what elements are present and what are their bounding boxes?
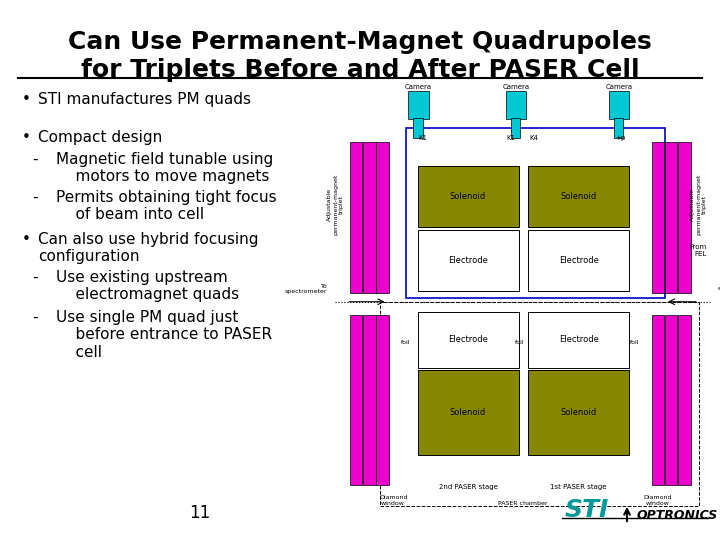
Text: Diamond
window: Diamond window [643,495,672,506]
Bar [665,143,678,293]
Bar [528,312,629,368]
Bar [408,91,428,119]
Bar [413,118,423,138]
Bar [418,166,518,227]
Text: Solenoid: Solenoid [450,408,486,417]
Text: Electrode: Electrode [448,335,488,345]
Text: 11: 11 [189,504,211,522]
Text: 2nd PASER stage: 2nd PASER stage [438,484,498,490]
Text: +p: +p [615,135,625,141]
Bar [363,314,376,484]
Text: Can also use hybrid focusing
configuration: Can also use hybrid focusing configurati… [38,232,258,265]
Text: foil: foil [515,340,525,345]
Text: Adjustable
permanent-magnet
triplet: Adjustable permanent-magnet triplet [690,173,707,235]
Text: Use single PM quad just
    before entrance to PASER
    cell: Use single PM quad just before entrance … [56,310,272,360]
Text: Can Use Permanent-Magnet Quadrupoles: Can Use Permanent-Magnet Quadrupoles [68,30,652,54]
Bar [511,118,521,138]
Bar [652,314,665,484]
Text: Camera: Camera [502,84,529,90]
Text: •: • [22,92,31,107]
Bar [418,230,518,291]
Bar [350,143,362,293]
Bar [678,314,690,484]
Text: -: - [32,270,37,285]
Text: foil: foil [401,340,410,345]
Bar [377,143,389,293]
Bar [377,314,389,484]
Bar [652,143,665,293]
Text: -: - [32,190,37,205]
Text: Electrode: Electrode [559,256,599,265]
Text: Solenoid: Solenoid [561,408,597,417]
Text: -: - [32,310,37,325]
Bar [528,230,629,291]
Text: STI: STI [565,498,609,522]
Text: OPTRONICS: OPTRONICS [637,509,719,522]
Text: Solenoid: Solenoid [450,192,486,201]
Text: From
FEL: From FEL [689,244,706,257]
Bar [528,166,629,227]
Text: Compact design: Compact design [38,130,162,145]
Bar [505,91,526,119]
Bar [418,312,518,368]
Bar [665,314,678,484]
Text: Solenoid: Solenoid [561,192,597,201]
Text: Permits obtaining tight focus
    of beam into cell: Permits obtaining tight focus of beam in… [56,190,276,222]
Text: foil: foil [630,340,640,345]
Text: 1st PASER stage: 1st PASER stage [551,484,607,490]
Bar [528,370,629,455]
Text: To
spectrometer: To spectrometer [285,284,328,294]
Bar [614,118,624,138]
Text: for Triplets Before and After PASER Cell: for Triplets Before and After PASER Cell [81,58,639,82]
Text: K1: K1 [418,135,428,141]
Text: K1: K1 [507,135,516,141]
Text: Adjustable
permanent-magnet
triplet: Adjustable permanent-magnet triplet [328,173,344,235]
Text: e-beam: e-beam [718,287,720,292]
Text: STI manufactures PM quads: STI manufactures PM quads [38,92,251,107]
Text: Electrode: Electrode [448,256,488,265]
Text: K4: K4 [529,135,538,141]
Text: Magnetic field tunable using
    motors to move magnets: Magnetic field tunable using motors to m… [56,152,274,184]
Text: Use existing upstream
    electromagnet quads: Use existing upstream electromagnet quad… [56,270,239,302]
Text: •: • [22,232,31,247]
Bar [406,127,665,298]
Bar [350,314,362,484]
Text: Camera: Camera [405,84,432,90]
Bar [418,370,518,455]
Text: Diamond
window: Diamond window [379,495,408,506]
Text: PASER chamber: PASER chamber [498,501,547,506]
Bar [678,143,690,293]
Text: •: • [22,130,31,145]
Text: -: - [32,152,37,167]
Bar [380,302,698,506]
Bar [608,91,629,119]
Bar [363,143,376,293]
Text: Camera: Camera [606,84,632,90]
Text: Electrode: Electrode [559,335,599,345]
